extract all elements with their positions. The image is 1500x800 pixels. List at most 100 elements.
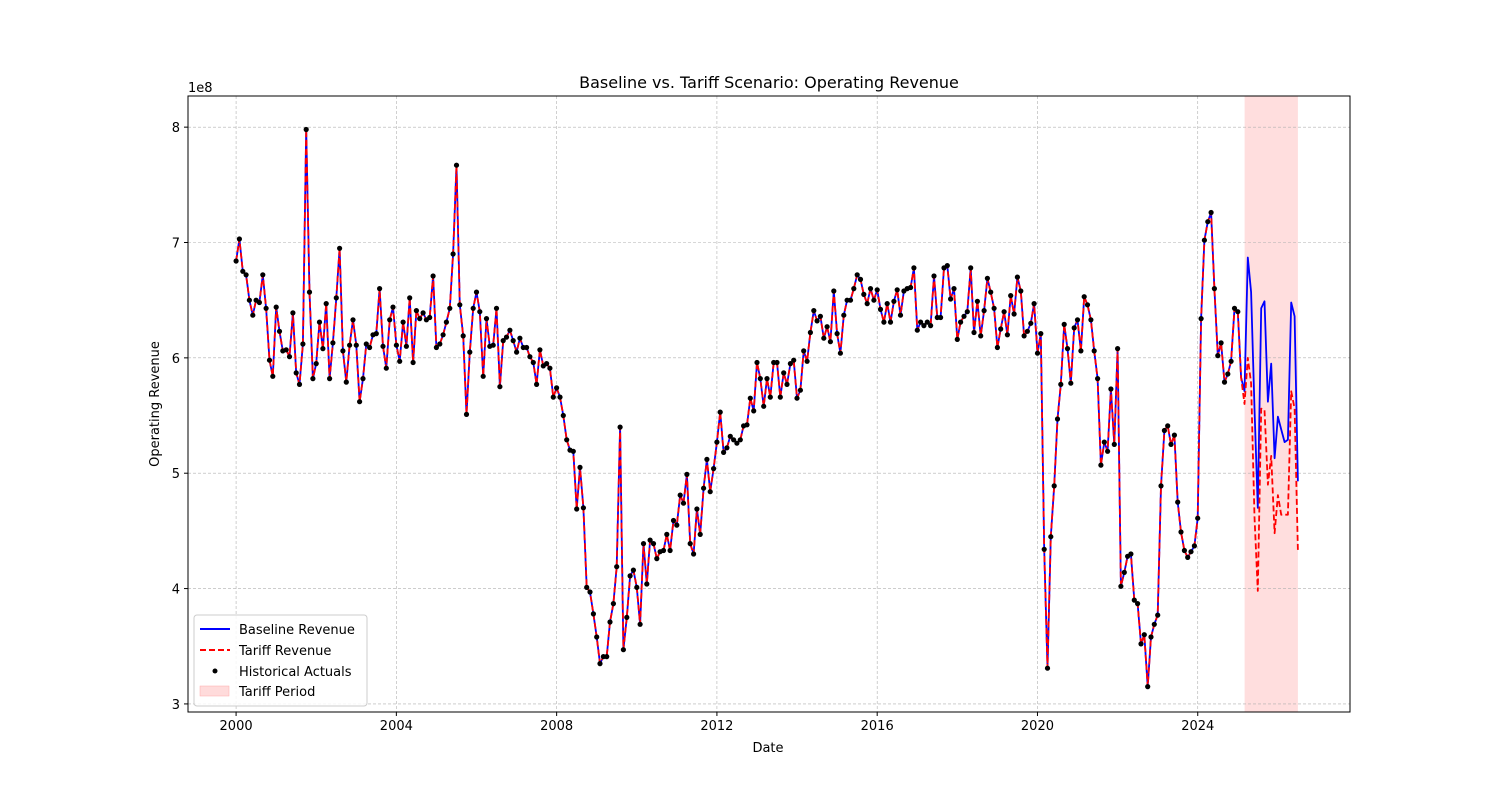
- historical-actual-point: [1225, 371, 1231, 377]
- historical-actual-point: [817, 313, 824, 319]
- historical-actual-point: [610, 601, 617, 607]
- y-tick-label: 6: [172, 352, 180, 367]
- historical-actual-point: [714, 439, 720, 445]
- grid-layer: [188, 96, 1350, 712]
- legend-box: [193, 614, 368, 707]
- plot-frame: [187, 95, 1351, 713]
- historical-actual-point: [777, 394, 783, 400]
- historical-actual-point: [560, 412, 566, 419]
- historical-actual-point: [1131, 597, 1137, 603]
- historical-actual-point: [914, 327, 920, 333]
- historical-actual-point: [1064, 346, 1071, 352]
- historical-actual-point: [948, 296, 954, 302]
- historical-actual-point: [467, 349, 473, 355]
- historical-actual-point: [1121, 569, 1127, 576]
- historical-actual-point: [417, 316, 423, 322]
- historical-actual-point: [754, 359, 760, 366]
- historical-actual-point: [270, 373, 276, 379]
- historical-actual-point: [691, 551, 697, 557]
- historical-actual-point: [757, 376, 763, 382]
- legend-tariff-label: Tariff Revenue: [238, 644, 331, 659]
- historical-actual-point: [410, 359, 416, 366]
- historical-actual-point: [767, 394, 773, 400]
- historical-actual-point: [236, 236, 242, 242]
- historical-actual-point: [721, 449, 727, 455]
- historical-actual-point: [894, 287, 900, 293]
- historical-actual-point: [400, 319, 406, 325]
- historical-actual-point: [594, 634, 600, 640]
- historical-actual-point: [684, 471, 690, 477]
- historical-actual-point: [994, 344, 1001, 351]
- x-tick-label: 2000: [220, 719, 253, 734]
- historical-actual-point: [1148, 634, 1154, 640]
- historical-actual-point: [1195, 515, 1201, 521]
- historical-actual-point: [1115, 346, 1121, 352]
- historical-actual-point: [724, 445, 730, 451]
- historical-actual-point: [440, 332, 446, 338]
- historical-actual-point: [877, 306, 884, 312]
- historical-actual-point: [680, 500, 687, 506]
- historical-actual-point: [944, 263, 950, 269]
- historical-actual-point: [864, 301, 870, 307]
- historical-actual-point: [530, 359, 536, 366]
- historical-actual-point: [473, 289, 480, 295]
- historical-actual-point: [577, 464, 583, 470]
- historical-actual-point: [534, 381, 540, 387]
- historical-actual-point: [1054, 416, 1061, 422]
- historical-actual-point: [256, 299, 262, 306]
- historical-actual-point: [711, 466, 717, 472]
- historical-actual-point: [420, 310, 426, 316]
- historical-actual-point: [480, 373, 486, 379]
- historical-actual-point: [781, 370, 787, 376]
- historical-actual-point: [1088, 317, 1094, 323]
- historical-actual-point: [801, 348, 807, 354]
- historical-actual-point: [490, 342, 496, 348]
- historical-actual-point: [377, 286, 383, 292]
- legend-tariff-period-label: Tariff Period: [238, 685, 315, 700]
- historical-actual-point: [630, 567, 637, 573]
- x-tick-label: 2008: [540, 719, 573, 734]
- historical-actual-point: [874, 287, 880, 293]
- historical-actual-point: [911, 265, 917, 271]
- historical-actual-point: [514, 349, 520, 355]
- x-tick-label: 2012: [700, 719, 733, 734]
- historical-actual-point: [537, 347, 543, 353]
- historical-actual-point: [1118, 583, 1124, 589]
- historical-actual-point: [701, 485, 707, 491]
- historical-actual-point: [938, 314, 944, 321]
- historical-actual-point: [918, 319, 924, 325]
- historical-actual-point: [881, 319, 887, 325]
- historical-actual-point: [674, 522, 680, 528]
- historical-actual-point: [584, 584, 590, 591]
- historical-actual-point: [667, 547, 673, 554]
- historical-actual-point: [347, 342, 353, 348]
- historical-actual-point: [1191, 543, 1197, 549]
- historical-actual-point: [1021, 333, 1027, 339]
- historical-actual-point: [570, 448, 576, 454]
- chart-title: Baseline vs. Tariff Scenario: Operating …: [579, 73, 959, 92]
- historical-actual-point: [503, 334, 510, 340]
- historical-actual-point: [734, 440, 740, 446]
- historical-actual-point: [447, 305, 453, 311]
- historical-actual-point: [1081, 294, 1087, 300]
- historical-actual-point: [861, 291, 867, 297]
- historical-actual-point: [664, 531, 670, 538]
- historical-actual-point: [731, 437, 737, 443]
- historical-actual-point: [437, 341, 443, 347]
- historical-actual-point: [1011, 311, 1017, 317]
- historical-actual-point: [1198, 316, 1204, 322]
- historical-actual-point: [964, 309, 970, 315]
- historical-actual-point: [831, 288, 837, 294]
- historical-actual-point: [981, 308, 987, 314]
- historical-actual-point: [497, 384, 503, 390]
- historical-actual-point: [1231, 305, 1238, 311]
- historical-actual-point: [393, 342, 399, 348]
- historical-actual-point: [660, 547, 667, 554]
- historical-actual-point: [1168, 441, 1174, 447]
- historical-actual-point: [704, 456, 710, 462]
- historical-actual-point: [1014, 274, 1021, 280]
- historical-actual-point: [286, 354, 293, 360]
- historical-actual-point: [527, 354, 533, 360]
- historical-actual-point: [891, 298, 897, 304]
- historical-actual-point: [1095, 376, 1101, 382]
